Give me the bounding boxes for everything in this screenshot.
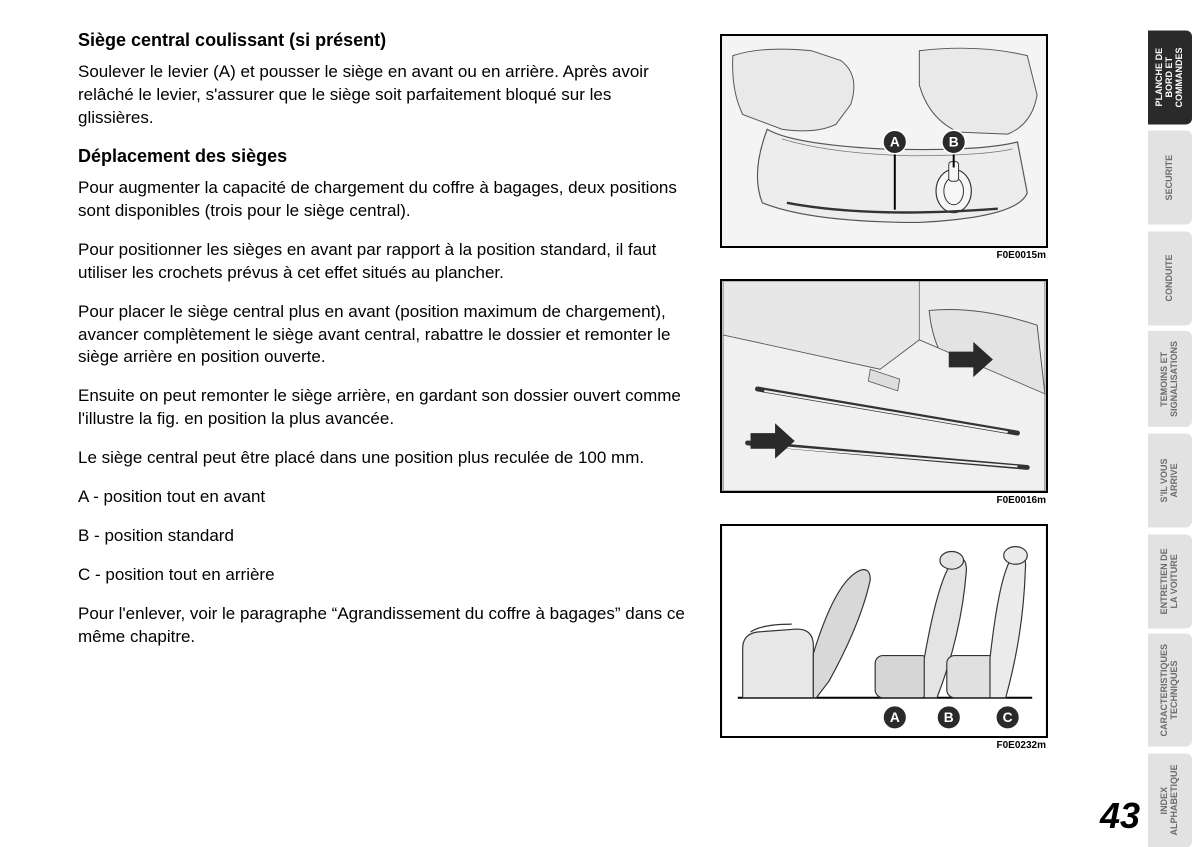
content-area: Siège central coulissant (si présent) So… <box>0 0 1148 847</box>
text-column: Siège central coulissant (si présent) So… <box>78 30 708 817</box>
figure-label-b: B <box>949 134 959 149</box>
tab-specs[interactable]: CARACTERISTIQUES TECHNIQUES <box>1148 634 1192 747</box>
figure-seat-levers: A B <box>720 34 1048 248</box>
tab-emergency[interactable]: S'IL VOUS ARRIVE <box>1148 433 1192 527</box>
paragraph: Pour placer le siège central plus en ava… <box>78 301 688 370</box>
paragraph: B - position standard <box>78 525 688 548</box>
figure-label-b: B <box>944 710 954 725</box>
tab-indicators[interactable]: TEMOINS ET SIGNALISATIONS <box>1148 331 1192 427</box>
tab-index[interactable]: INDEX ALPHABETIQUE <box>1148 753 1192 847</box>
paragraph: Pour positionner les sièges en avant par… <box>78 239 688 285</box>
figure-3-wrap: A B C F0E0232m <box>720 524 1048 751</box>
tab-dashboard-commands[interactable]: PLANCHE DE BORD ET COMMANDES <box>1148 30 1192 124</box>
tab-security[interactable]: SECURITE <box>1148 130 1192 224</box>
subheading-seat-movement: Déplacement des sièges <box>78 146 688 167</box>
page-root: Siège central coulissant (si présent) So… <box>0 0 1200 847</box>
paragraph: Ensuite on peut remonter le siège arrièr… <box>78 385 688 431</box>
figure-caption: F0E0015m <box>720 250 1048 261</box>
figure-2-wrap: F0E0016m <box>720 279 1048 506</box>
paragraph: A - position tout en avant <box>78 486 688 509</box>
figure-1-wrap: A B F0E0015m <box>720 34 1048 261</box>
paragraph: Pour l'enlever, voir le paragraphe “Agra… <box>78 603 688 649</box>
figure-label-a: A <box>890 134 900 149</box>
tab-maintenance[interactable]: ENTRETIEN DE LA VOITURE <box>1148 534 1192 628</box>
side-tabs: PLANCHE DE BORD ET COMMANDES SECURITE CO… <box>1148 0 1200 847</box>
figure-caption: F0E0016m <box>720 495 1048 506</box>
tab-driving[interactable]: CONDUITE <box>1148 231 1192 325</box>
paragraph: Le siège central peut être placé dans un… <box>78 447 688 470</box>
page-number: 43 <box>1100 795 1140 837</box>
figure-seat-positions: A B C <box>720 524 1048 738</box>
figure-floor-hooks <box>720 279 1048 493</box>
figure-label-c: C <box>1003 710 1013 725</box>
paragraph: Pour augmenter la capacité de chargement… <box>78 177 688 223</box>
paragraph: Soulever le levier (A) et pousser le siè… <box>78 61 688 130</box>
paragraph: C - position tout en arrière <box>78 564 688 587</box>
figure-caption: F0E0232m <box>720 740 1048 751</box>
subheading-sliding-seat: Siège central coulissant (si présent) <box>78 30 688 51</box>
figure-column: A B F0E0015m <box>708 30 1048 817</box>
figure-label-a: A <box>890 710 900 725</box>
